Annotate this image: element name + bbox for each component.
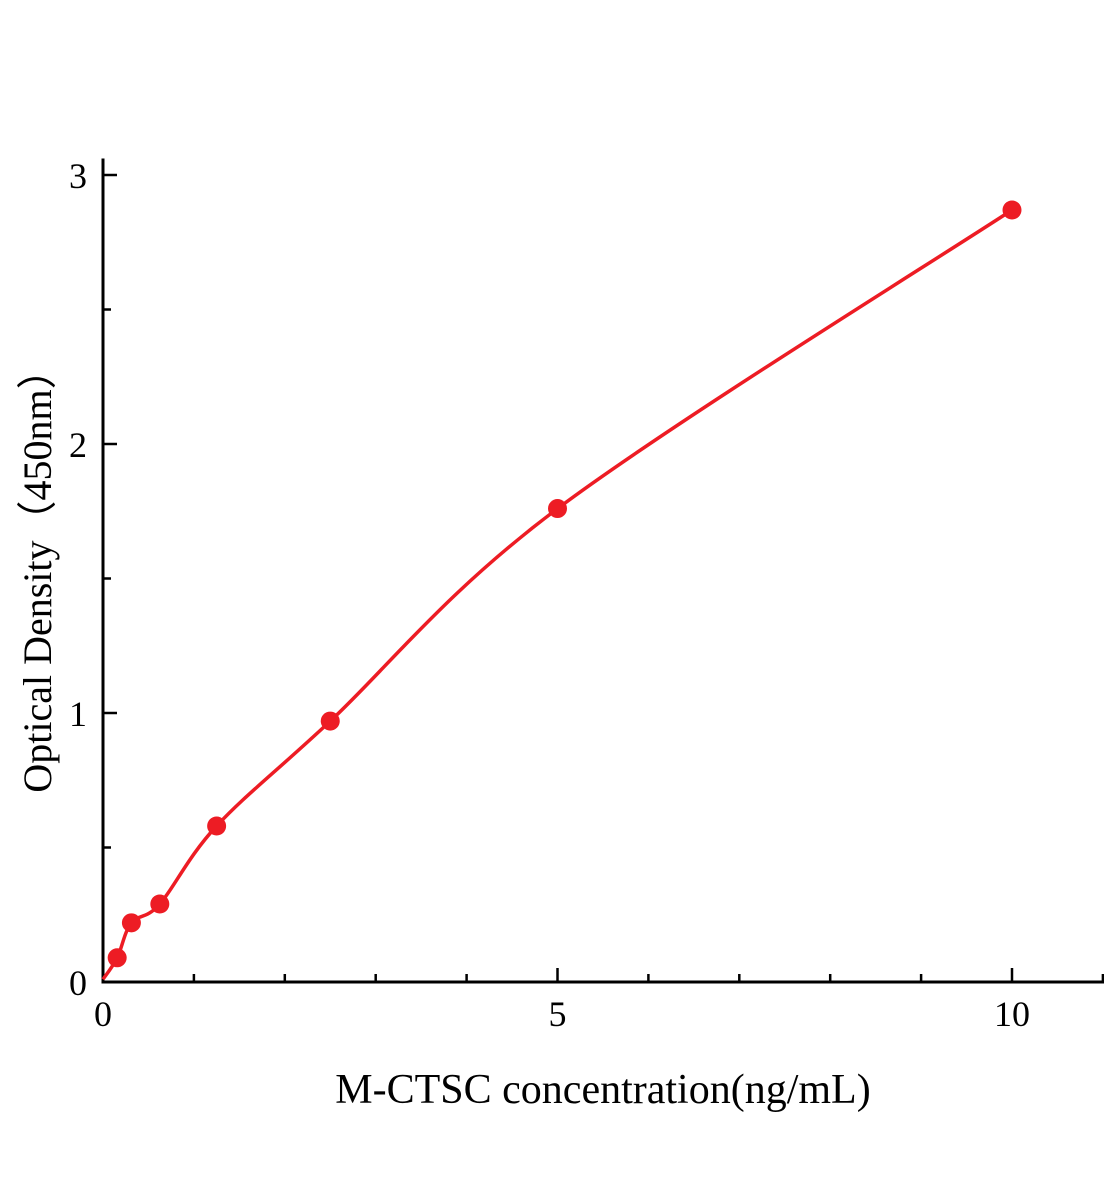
- y-tick-label: 3: [69, 156, 87, 196]
- data-point: [320, 711, 340, 731]
- axis-ticks: [101, 173, 1104, 984]
- y-tick-label: 0: [69, 963, 87, 1003]
- data-point: [1002, 200, 1022, 220]
- fit-curve: [101, 208, 1013, 981]
- data-point: [150, 894, 170, 914]
- data-point: [107, 948, 127, 968]
- axes: [101, 158, 1104, 984]
- data-points: [107, 200, 1022, 968]
- y-axis-title: Optical Density（450nm）: [15, 349, 60, 793]
- y-tick-label: 2: [69, 425, 87, 465]
- data-point: [207, 816, 227, 836]
- data-point: [548, 499, 567, 519]
- x-tick-label: 10: [994, 994, 1030, 1034]
- data-point: [121, 913, 141, 933]
- tick-labels: 0 5 10 0 1 2 3: [69, 156, 1030, 1034]
- x-axis-title: M-CTSC concentration(ng/mL): [335, 1067, 871, 1113]
- y-tick-label: 1: [69, 694, 87, 734]
- x-tick-label: 5: [549, 994, 567, 1034]
- x-tick-label: 0: [94, 994, 112, 1034]
